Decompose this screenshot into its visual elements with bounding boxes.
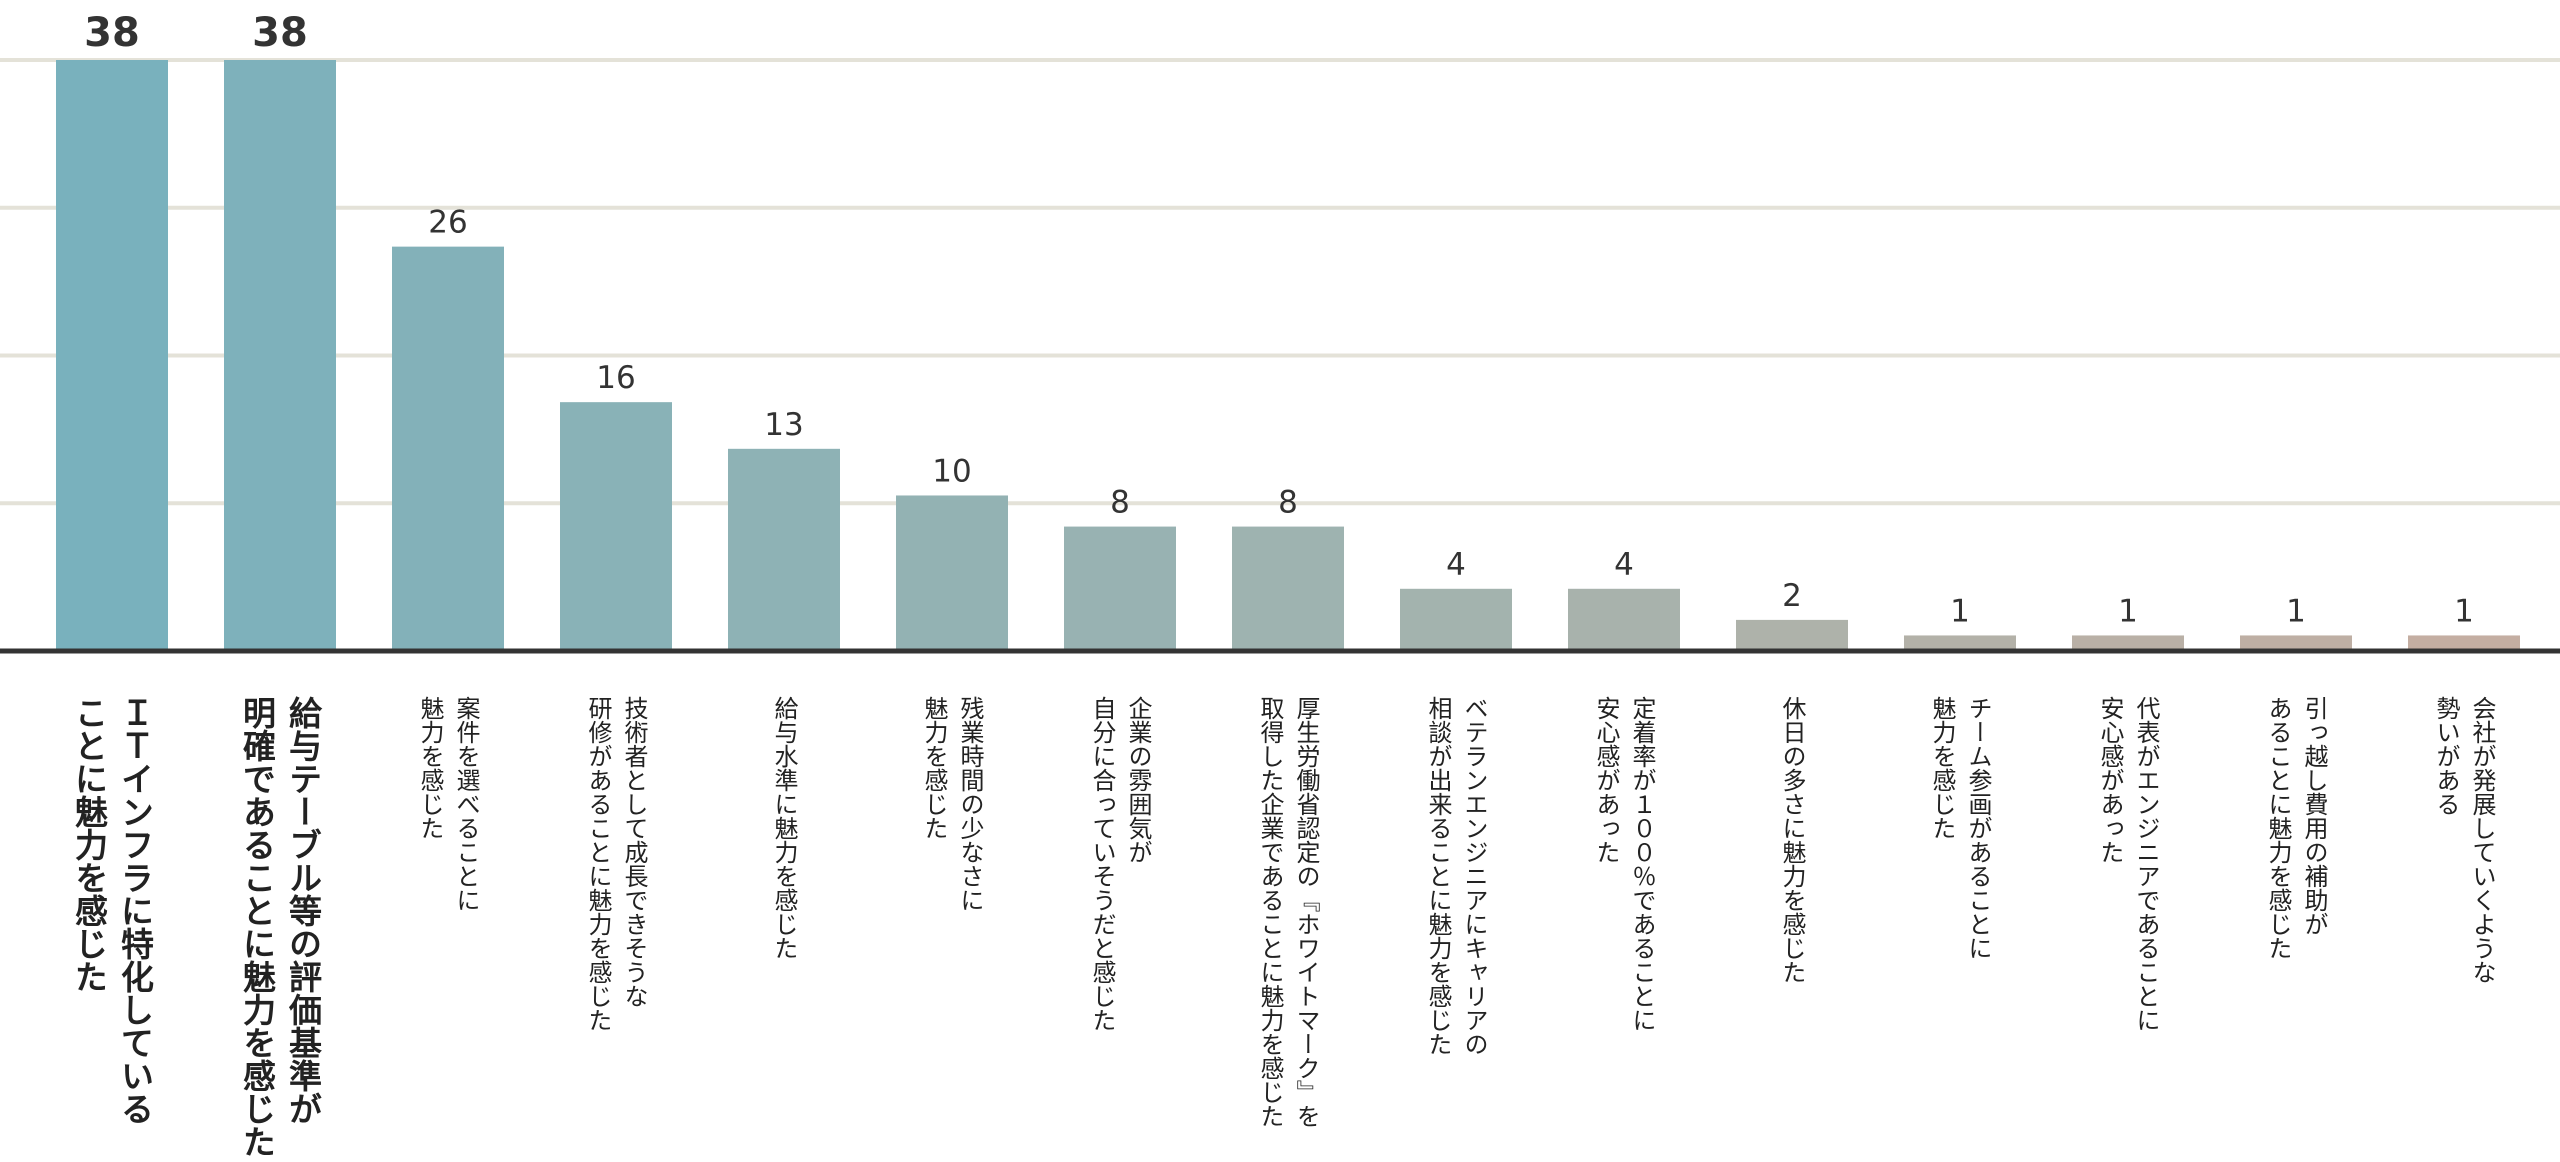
bar (1568, 588, 1680, 651)
bar (560, 402, 672, 651)
tick-label: 引っ越し費用の補助が (2300, 696, 2328, 936)
data-label: 38 (84, 10, 140, 56)
data-label: 38 (252, 10, 308, 56)
bar (1736, 619, 1848, 651)
data-label: 1 (1950, 593, 1970, 629)
bar (1064, 526, 1176, 651)
tick-label: ＩＴインフラに特化している (116, 696, 155, 1125)
bar (1904, 635, 2016, 651)
bar (1400, 588, 1512, 651)
category-label: 給与水準に魅力を感じた (770, 696, 798, 960)
bar (2072, 635, 2184, 651)
value-labels: 38 38 26 16 13 10 8 8 4 4 2 1 1 1 1 (84, 10, 2474, 629)
bars (56, 60, 2520, 651)
data-label: 4 (1614, 547, 1634, 583)
tick-label: 代表がエンジニアであることに (2132, 696, 2160, 1032)
bar (1232, 526, 1344, 651)
bar (2240, 635, 2352, 651)
tick-label: 魅力を感じた (1928, 696, 1956, 840)
tick-label: 定着率が１００％であることに (1628, 696, 1656, 1032)
data-label: 16 (596, 360, 635, 396)
tick-label: 休日の多さに魅力を感じた (1778, 696, 1806, 984)
tick-label: 会社が発展していくような (2468, 696, 2496, 984)
bar (2408, 635, 2520, 651)
category-label: 休日の多さに魅力を感じた (1778, 696, 1806, 984)
grid-lines (0, 58, 2560, 506)
tick-label: 給与水準に魅力を感じた (770, 696, 798, 960)
tick-label: 魅力を感じた (416, 696, 444, 840)
tick-label: 厚生労働省認定の『ホワイトマーク』を (1292, 696, 1320, 1128)
tick-label: 給与テーブル等の評価基準が (284, 696, 324, 1125)
data-label: 13 (764, 407, 803, 443)
data-label: 26 (428, 205, 467, 241)
data-label: 1 (2118, 593, 2138, 629)
tick-label: 案件を選べることに (452, 696, 480, 912)
data-label: 1 (2286, 593, 2306, 629)
data-label: 1 (2454, 593, 2474, 629)
tick-label: あることに魅力を感じた (2264, 696, 2292, 960)
tick-label: 技術者として成長できそうな (620, 696, 648, 1008)
tick-label: 自分に合っていそうだと感じた (1088, 696, 1116, 1032)
tick-label: 企業の雰囲気が (1124, 696, 1152, 864)
tick-label: 残業時間の少なさに (956, 696, 984, 912)
tick-label: 明確であることに魅力を感じた (238, 696, 277, 1158)
tick-label: ことに魅力を感じた (70, 696, 109, 993)
tick-label: 安心感があった (2096, 696, 2124, 864)
tick-label: チーム参画があることに (1964, 696, 1992, 960)
data-label: 10 (932, 453, 971, 489)
tick-label: ベテランエンジニアにキャリアの (1460, 696, 1488, 1056)
tick-label: 勢いがある (2432, 696, 2460, 816)
data-label: 8 (1278, 485, 1298, 521)
data-label: 8 (1110, 485, 1130, 521)
tick-label: 魅力を感じた (920, 696, 948, 840)
data-label: 4 (1446, 547, 1466, 583)
tick-label: 相談が出来ることに魅力を感じた (1424, 696, 1452, 1056)
tick-label: 安心感があった (1592, 696, 1620, 864)
tick-label: 取得した企業であることに魅力を感じた (1256, 696, 1284, 1128)
data-label: 2 (1782, 578, 1802, 614)
bar (224, 60, 336, 651)
bar (56, 60, 168, 651)
bar (896, 495, 1008, 651)
bar (728, 448, 840, 651)
tick-label: 研修があることに魅力を感じた (584, 696, 612, 1032)
bar (392, 246, 504, 651)
